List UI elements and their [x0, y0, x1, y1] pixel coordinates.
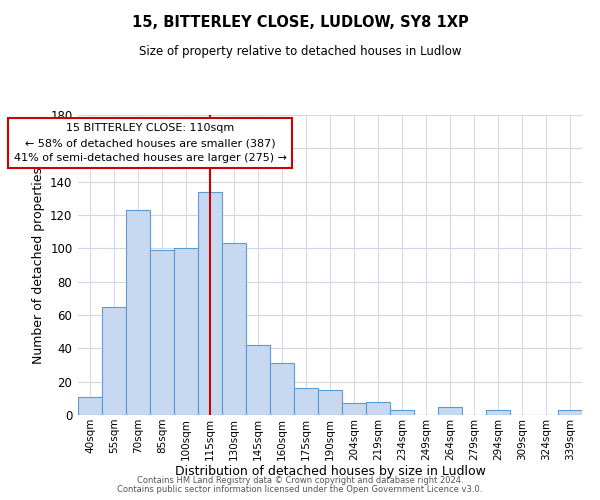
Bar	[246, 345, 270, 415]
Text: Contains public sector information licensed under the Open Government Licence v3: Contains public sector information licen…	[118, 485, 482, 494]
Text: Size of property relative to detached houses in Ludlow: Size of property relative to detached ho…	[139, 45, 461, 58]
Bar	[222, 244, 246, 415]
Y-axis label: Number of detached properties: Number of detached properties	[32, 166, 44, 364]
Bar	[78, 396, 102, 415]
Bar	[174, 248, 198, 415]
Text: Contains HM Land Registry data © Crown copyright and database right 2024.: Contains HM Land Registry data © Crown c…	[137, 476, 463, 485]
Bar	[486, 410, 510, 415]
X-axis label: Distribution of detached houses by size in Ludlow: Distribution of detached houses by size …	[175, 466, 485, 478]
Bar	[342, 404, 366, 415]
Bar	[438, 406, 462, 415]
Bar	[366, 402, 390, 415]
Bar	[102, 306, 126, 415]
Bar	[150, 250, 174, 415]
Bar	[270, 364, 294, 415]
Text: 15, BITTERLEY CLOSE, LUDLOW, SY8 1XP: 15, BITTERLEY CLOSE, LUDLOW, SY8 1XP	[131, 15, 469, 30]
Bar	[390, 410, 414, 415]
Bar	[198, 192, 222, 415]
Bar	[126, 210, 150, 415]
Bar	[294, 388, 318, 415]
Bar	[558, 410, 582, 415]
Bar	[318, 390, 342, 415]
Text: 15 BITTERLEY CLOSE: 110sqm
← 58% of detached houses are smaller (387)
41% of sem: 15 BITTERLEY CLOSE: 110sqm ← 58% of deta…	[14, 124, 287, 163]
